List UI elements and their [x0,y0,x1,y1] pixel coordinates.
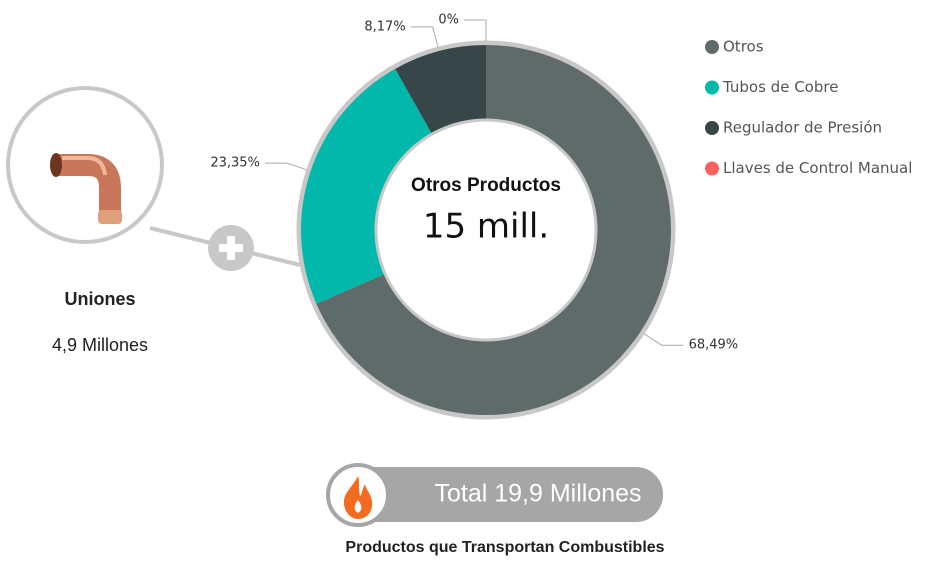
legend-swatch [705,40,719,54]
dashboard: Uniones 4,9 Millones Otros Productos 15 … [0,0,951,561]
data-label: 0% [438,13,459,28]
legend-label: Otros [723,38,764,56]
legend-swatch [705,162,719,176]
leader-line [411,27,438,47]
center-title: Otros Productos [411,175,561,196]
legend-label: Llaves de Control Manual [723,159,912,177]
leader-line [464,20,486,41]
legend-label: Regulador de Presión [723,119,882,137]
legend-swatch [705,121,719,135]
leader-line [644,334,684,346]
data-label: 68,49% [689,338,739,353]
data-label: 23,35% [210,156,260,171]
legend-swatch [705,81,719,95]
center-value: 15 mill. [423,207,549,247]
data-label: 8,17% [364,19,405,34]
total-text: Total 19,9 Millones [434,480,641,508]
card-value: 4,9 Millones [52,335,148,355]
card-title: Uniones [64,289,135,309]
footer: Productos que Transportan Combustibles [345,539,664,556]
legend-label: Tubos de Cobre [722,78,838,96]
leader-line [265,163,307,170]
